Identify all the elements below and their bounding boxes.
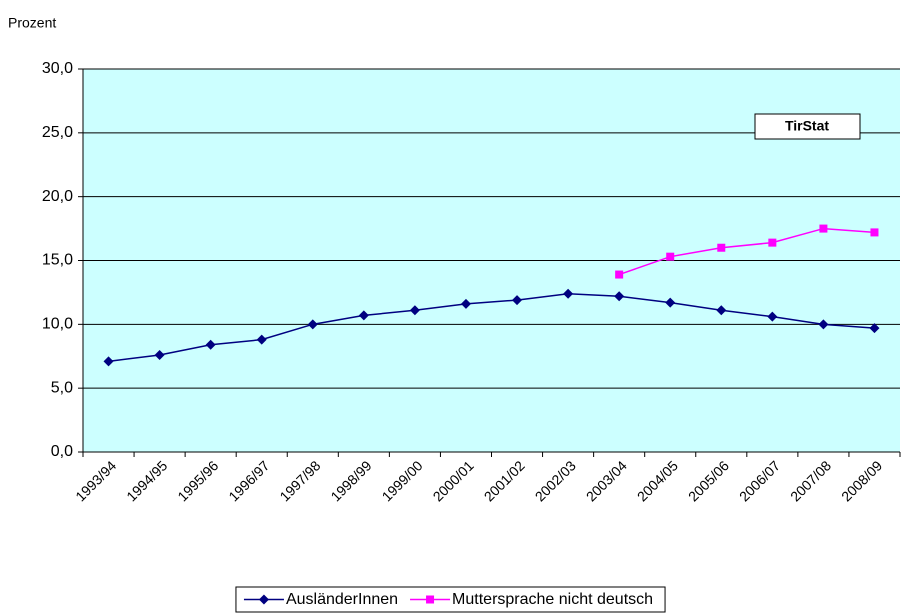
y-tick-label: 30,0 bbox=[42, 60, 73, 77]
y-tick-label: 0,0 bbox=[51, 443, 73, 460]
x-tick-label: 2001/02 bbox=[481, 457, 528, 504]
marker bbox=[256, 334, 267, 345]
marker bbox=[717, 243, 726, 252]
x-tick-label: 2006/07 bbox=[736, 457, 783, 504]
x-tick-label: 1999/00 bbox=[379, 457, 426, 504]
x-tick-label: 2003/04 bbox=[583, 457, 630, 504]
marker bbox=[666, 252, 675, 261]
marker bbox=[819, 224, 828, 233]
marker bbox=[716, 305, 727, 316]
x-tick-label: 2008/09 bbox=[838, 457, 885, 504]
marker bbox=[512, 295, 523, 306]
marker bbox=[307, 319, 318, 330]
y-axis-label: Prozent bbox=[8, 15, 56, 31]
marker bbox=[869, 323, 880, 334]
marker bbox=[205, 339, 216, 350]
x-tick-label: 2002/03 bbox=[532, 457, 579, 504]
marker bbox=[615, 270, 624, 279]
annotation: TirStat bbox=[785, 118, 829, 134]
x-tick-label: 2004/05 bbox=[634, 457, 681, 504]
marker bbox=[154, 349, 165, 360]
marker bbox=[768, 238, 777, 247]
marker bbox=[818, 319, 829, 330]
legend-marker bbox=[426, 595, 435, 604]
x-tick-label: 1998/99 bbox=[327, 457, 374, 504]
y-tick-label: 20,0 bbox=[42, 188, 73, 205]
marker bbox=[870, 228, 879, 237]
marker bbox=[103, 356, 114, 367]
x-tick-label: 1995/96 bbox=[174, 457, 221, 504]
marker bbox=[767, 311, 778, 322]
marker bbox=[409, 305, 420, 316]
x-tick-label: 1993/94 bbox=[72, 457, 119, 504]
x-tick-label: 1994/95 bbox=[123, 457, 170, 504]
marker bbox=[665, 297, 676, 308]
annotation-box bbox=[754, 113, 861, 140]
marker bbox=[614, 291, 625, 302]
series-line bbox=[108, 292, 875, 363]
marker bbox=[563, 288, 574, 299]
y-tick-label: 15,0 bbox=[42, 252, 73, 269]
x-tick-label: 1997/98 bbox=[276, 457, 323, 504]
marker bbox=[358, 310, 369, 321]
series-line bbox=[618, 227, 875, 276]
y-tick-label: 10,0 bbox=[42, 316, 73, 333]
legend-label: AusländerInnen bbox=[286, 591, 398, 608]
legend: AusländerInnen Muttersprache nicht deutsc… bbox=[235, 586, 666, 613]
marker bbox=[460, 298, 471, 309]
y-tick-label: 5,0 bbox=[51, 379, 73, 396]
legend-label: Muttersprache nicht deutsch bbox=[452, 591, 653, 608]
legend-marker bbox=[258, 594, 269, 605]
x-tick-label: 2007/08 bbox=[787, 457, 834, 504]
y-tick-label: 25,0 bbox=[42, 124, 73, 141]
legend-box bbox=[235, 586, 666, 613]
x-tick-label: 2000/01 bbox=[430, 457, 477, 504]
x-tick-label: 1996/97 bbox=[225, 457, 272, 504]
x-tick-label: 2005/06 bbox=[685, 457, 732, 504]
